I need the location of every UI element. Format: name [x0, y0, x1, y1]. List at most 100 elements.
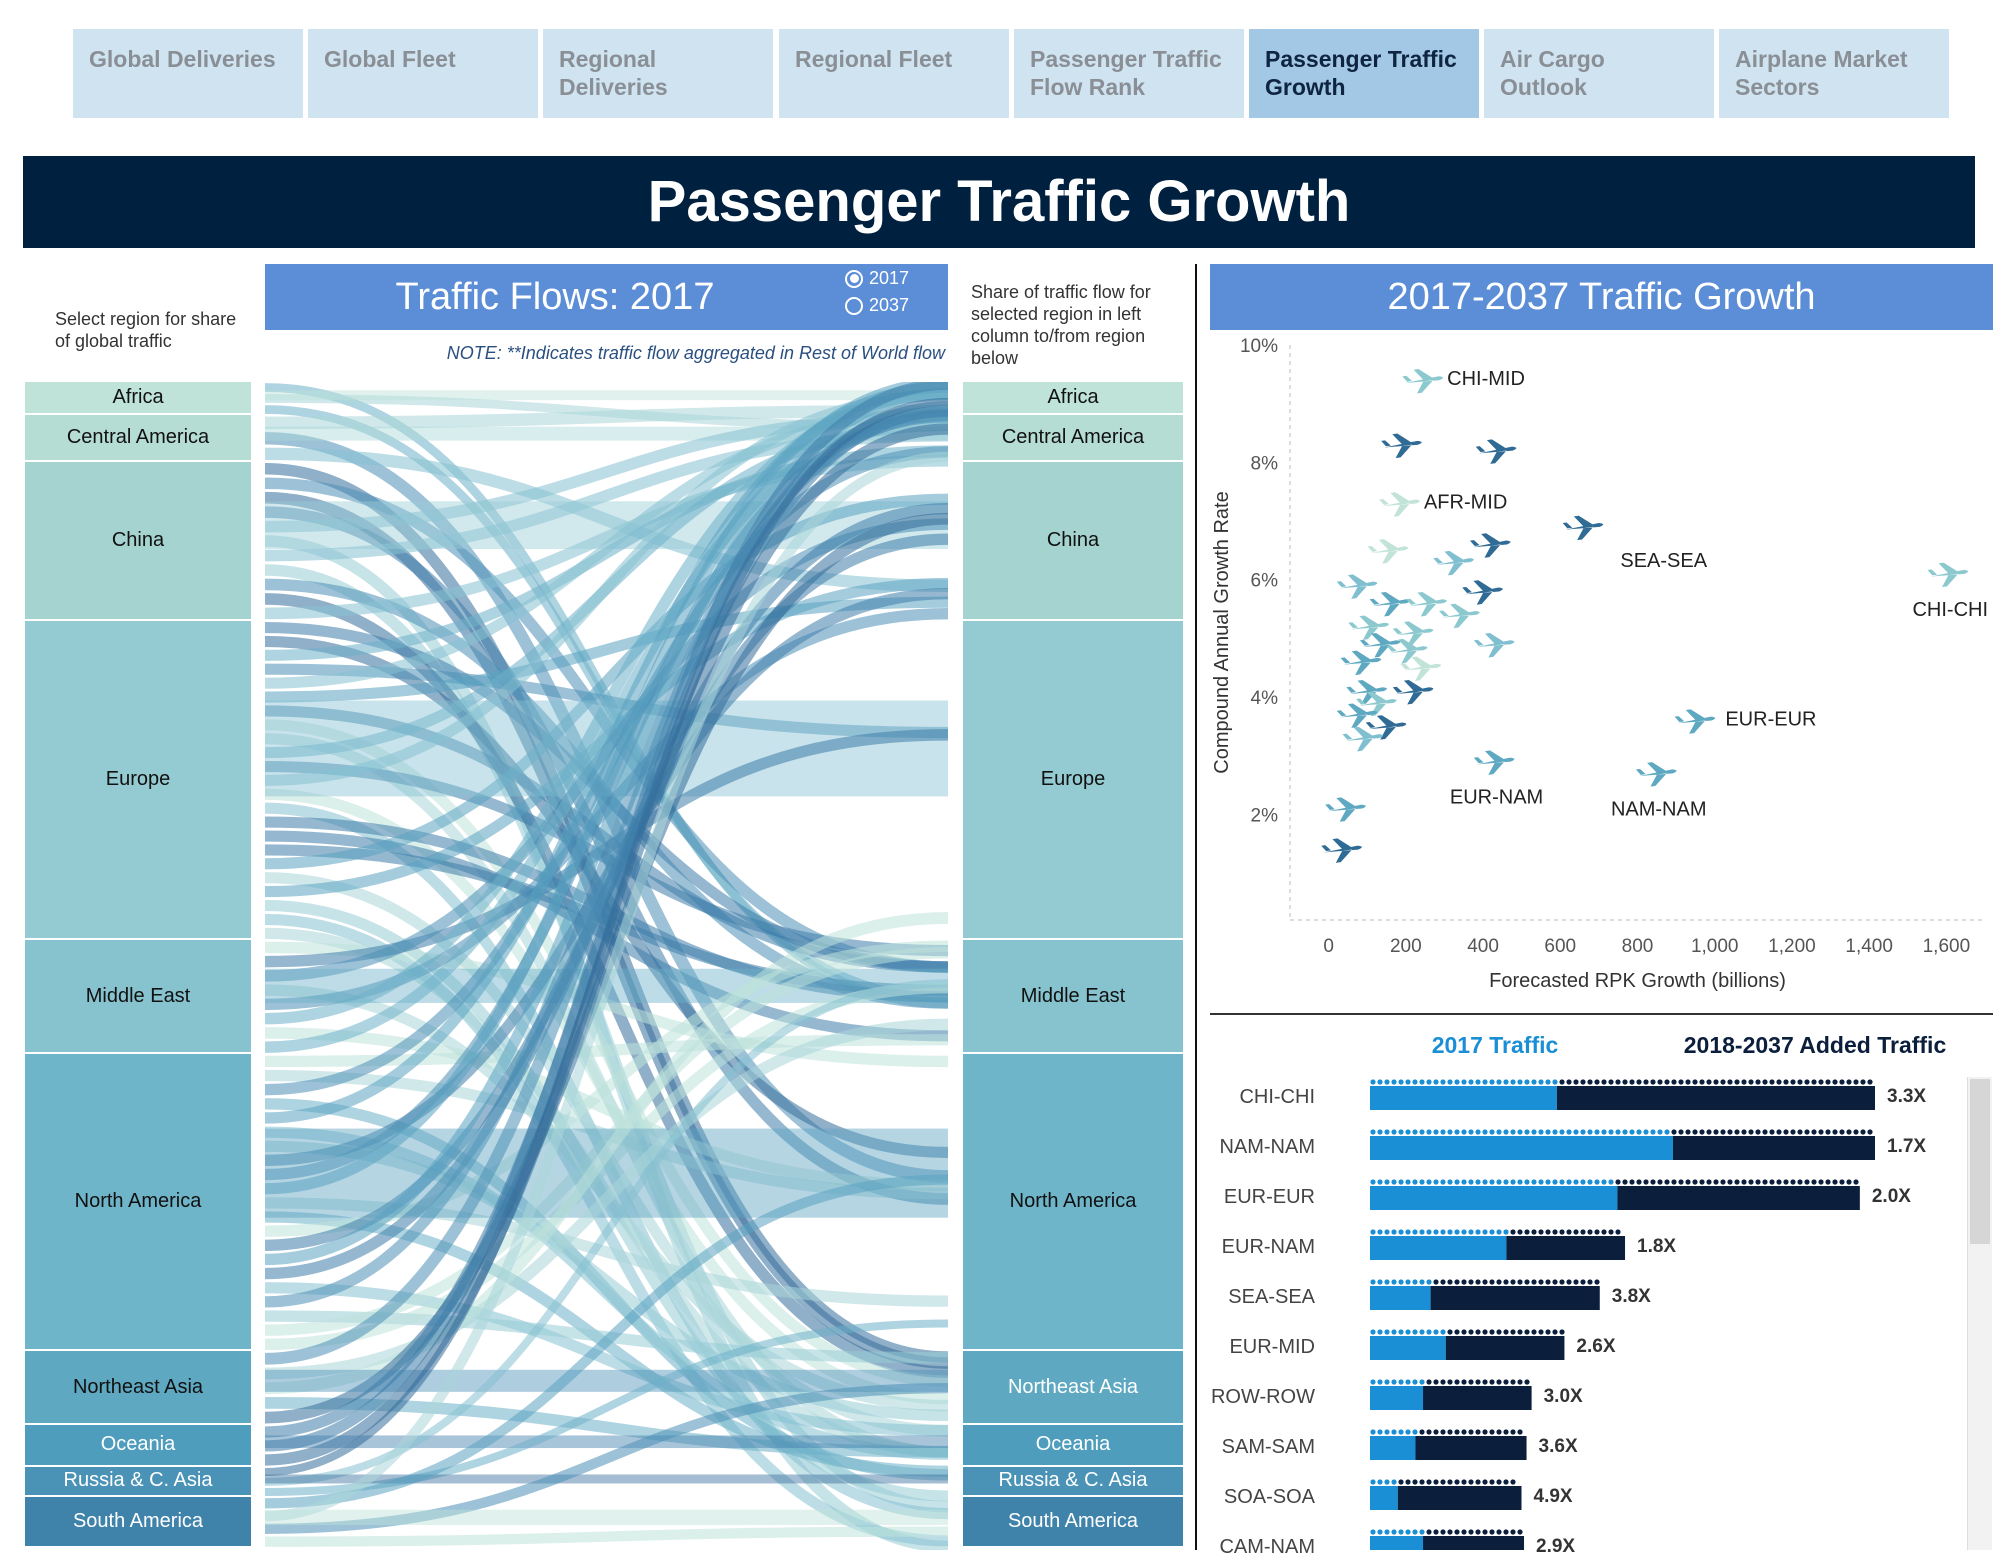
scatter-point-plane-icon[interactable]: [1369, 589, 1412, 618]
self-flow-band[interactable]: [265, 1369, 948, 1392]
bar-2017-traffic[interactable]: [1370, 1179, 1618, 1210]
scatter-point-plane-icon[interactable]: [1674, 706, 1717, 735]
flow-ribbon[interactable]: [265, 397, 948, 1476]
scatter-point-plane-icon[interactable]: [1433, 548, 1476, 577]
origin-region-central-america[interactable]: Central America: [25, 415, 251, 462]
scrollbar-thumb[interactable]: [1970, 1079, 1990, 1244]
flow-ribbon[interactable]: [265, 382, 948, 1195]
scatter-point-plane-icon[interactable]: [1348, 612, 1391, 641]
origin-region-oceania[interactable]: Oceania: [25, 1424, 251, 1467]
flow-ribbon[interactable]: [265, 1282, 948, 1437]
bar-2017-traffic[interactable]: [1370, 1079, 1558, 1110]
origin-region-northeast-asia[interactable]: Northeast Asia: [25, 1351, 251, 1425]
origin-region-middle-east[interactable]: Middle East: [25, 940, 251, 1055]
flow-ribbon[interactable]: [265, 390, 948, 786]
bar-2017-traffic[interactable]: [1370, 1429, 1418, 1460]
bar-added-traffic[interactable]: [1415, 1429, 1527, 1460]
scatter-point-plane-icon[interactable]: [1473, 630, 1516, 659]
destination-region-oceania[interactable]: Oceania: [963, 1424, 1183, 1467]
flow-ribbon[interactable]: [265, 1027, 948, 1192]
bar-2017-traffic[interactable]: [1370, 1329, 1446, 1360]
scatter-point-plane-icon[interactable]: [1379, 489, 1422, 518]
self-flow-band[interactable]: [265, 1509, 948, 1526]
scatter-point-plane-icon[interactable]: [1469, 530, 1512, 559]
tab-air-cargo-outlook[interactable]: Air Cargo Outlook: [1484, 29, 1714, 118]
destination-region-russia-c-asia[interactable]: Russia & C. Asia: [963, 1466, 1183, 1497]
destination-region-china[interactable]: China: [963, 461, 1183, 621]
bar-added-traffic[interactable]: [1430, 1279, 1600, 1310]
flow-ribbon[interactable]: [265, 451, 948, 1522]
destination-region-north-america[interactable]: North America: [963, 1054, 1183, 1352]
destination-region-south-america[interactable]: South America: [963, 1496, 1183, 1548]
destination-region-middle-east[interactable]: Middle East: [963, 940, 1183, 1055]
tab-passenger-traffic-flow-rank[interactable]: Passenger Traffic Flow Rank: [1014, 29, 1244, 118]
flow-ribbon[interactable]: [265, 1126, 948, 1460]
bar-2017-traffic[interactable]: [1370, 1279, 1432, 1310]
scatter-point-plane-icon[interactable]: [1392, 677, 1435, 706]
bar-added-traffic[interactable]: [1423, 1529, 1525, 1550]
scatter-point-plane-icon[interactable]: [1400, 653, 1443, 682]
scatter-point-plane-icon[interactable]: [1406, 589, 1449, 618]
flow-ribbon[interactable]: [265, 382, 948, 1452]
bar-added-traffic[interactable]: [1506, 1229, 1626, 1260]
scatter-point-plane-icon[interactable]: [1473, 747, 1516, 776]
scatter-point-plane-icon[interactable]: [1367, 536, 1410, 565]
tab-regional-deliveries[interactable]: Regional Deliveries: [543, 29, 773, 118]
bar-2017-traffic[interactable]: [1370, 1229, 1509, 1260]
self-flow-band[interactable]: [265, 1474, 948, 1484]
destination-region-africa[interactable]: Africa: [963, 382, 1183, 415]
bar-2017-traffic[interactable]: [1370, 1129, 1673, 1160]
bar-added-traffic[interactable]: [1671, 1129, 1875, 1160]
scatter-point-plane-icon[interactable]: [1475, 436, 1518, 465]
bar-added-traffic[interactable]: [1615, 1179, 1860, 1210]
scatter-point-plane-icon[interactable]: [1380, 430, 1423, 459]
flow-ribbon[interactable]: [265, 1018, 948, 1380]
tab-global-fleet[interactable]: Global Fleet: [308, 29, 538, 118]
scatter-point-plane-icon[interactable]: [1342, 724, 1385, 753]
bar-2017-traffic[interactable]: [1370, 1529, 1425, 1550]
scatter-point-plane-icon[interactable]: [1365, 712, 1408, 741]
tab-airplane-market-sectors[interactable]: Airplane Market Sectors: [1719, 29, 1949, 118]
scatter-point-plane-icon[interactable]: [1355, 689, 1398, 718]
scatter-point-plane-icon[interactable]: [1359, 630, 1402, 659]
scatter-point-plane-icon[interactable]: [1635, 759, 1678, 788]
destination-region-northeast-asia[interactable]: Northeast Asia: [963, 1351, 1183, 1425]
scatter-point-plane-icon[interactable]: [1392, 618, 1435, 647]
flow-ribbon[interactable]: [265, 1526, 948, 1547]
origin-region-russia-c-asia[interactable]: Russia & C. Asia: [25, 1466, 251, 1497]
bar-added-traffic[interactable]: [1556, 1079, 1875, 1110]
scrollbar-track[interactable]: [1967, 1077, 1992, 1550]
scatter-point-plane-icon[interactable]: [1402, 366, 1445, 395]
origin-region-north-america[interactable]: North America: [25, 1054, 251, 1352]
tab-regional-fleet[interactable]: Regional Fleet: [779, 29, 1009, 118]
flow-ribbon[interactable]: [265, 596, 948, 703]
bar-added-traffic[interactable]: [1445, 1329, 1565, 1360]
destination-region-central-america[interactable]: Central America: [963, 415, 1183, 462]
self-flow-band[interactable]: [265, 390, 948, 401]
origin-region-china[interactable]: China: [25, 461, 251, 621]
scatter-point-plane-icon[interactable]: [1340, 647, 1383, 676]
origin-region-europe[interactable]: Europe: [25, 620, 251, 941]
origin-region-south-america[interactable]: South America: [25, 1496, 251, 1548]
origin-region-africa[interactable]: Africa: [25, 382, 251, 415]
destination-region-europe[interactable]: Europe: [963, 620, 1183, 941]
self-flow-band[interactable]: [265, 1435, 948, 1449]
scatter-point-plane-icon[interactable]: [1336, 700, 1379, 729]
tab-passenger-traffic-growth[interactable]: Passenger Traffic Growth: [1249, 29, 1479, 118]
tab-global-deliveries[interactable]: Global Deliveries: [73, 29, 303, 118]
year-radio-2037[interactable]: 2037: [845, 295, 909, 316]
scatter-point-plane-icon[interactable]: [1462, 577, 1505, 606]
scatter-point-plane-icon[interactable]: [1386, 636, 1429, 665]
flow-ribbon[interactable]: [265, 1174, 948, 1509]
scatter-point-plane-icon[interactable]: [1336, 571, 1379, 600]
flow-ribbon[interactable]: [265, 1382, 948, 1534]
scatter-point-plane-icon[interactable]: [1927, 559, 1970, 588]
year-radio-2017[interactable]: 2017: [845, 268, 909, 289]
bar-added-traffic[interactable]: [1397, 1479, 1522, 1510]
scatter-point-plane-icon[interactable]: [1324, 794, 1367, 823]
scatter-point-plane-icon[interactable]: [1562, 512, 1605, 541]
bar-added-traffic[interactable]: [1423, 1379, 1532, 1410]
bar-2017-traffic[interactable]: [1370, 1479, 1398, 1510]
bar-2017-traffic[interactable]: [1370, 1379, 1425, 1410]
scatter-point-plane-icon[interactable]: [1346, 677, 1389, 706]
